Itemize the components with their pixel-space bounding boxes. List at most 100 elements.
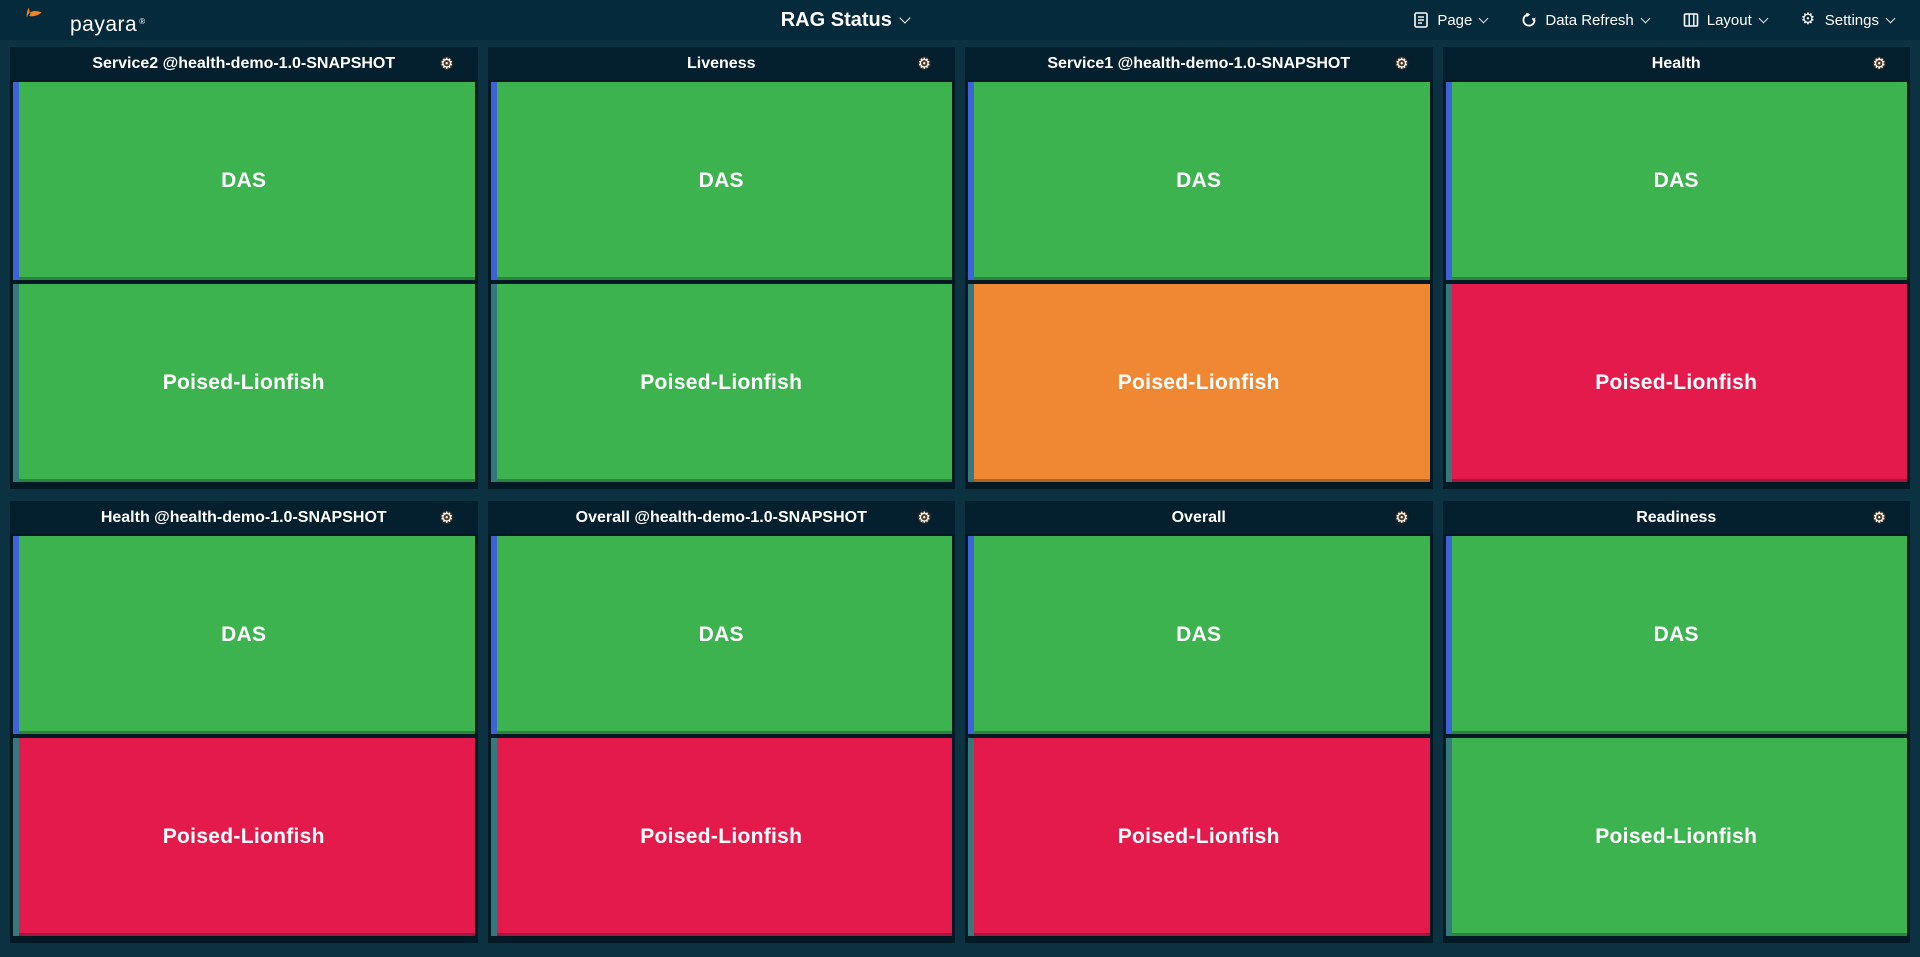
instance-accent-bar — [13, 82, 19, 280]
widget-header-drag-handle[interactable]: Overall @health-demo-1.0-SNAPSHOT ⚙ — [487, 501, 955, 534]
status-tile-das: DAS — [13, 82, 475, 280]
status-tile-label: Poised-Lionfish — [1595, 371, 1758, 394]
rag-widget-panel: Readiness ⚙ DAS Poised-Lionfish — [1442, 501, 1911, 943]
instance-accent-bar — [1445, 284, 1452, 482]
status-tile-das: DAS — [968, 82, 1430, 280]
menu-item-label: Page — [1437, 11, 1473, 29]
status-tile-das: DAS — [1445, 536, 1907, 734]
status-tile-label: DAS — [221, 169, 267, 192]
status-tile-label: Poised-Lionfish — [162, 371, 325, 394]
widget-title: Service2 @health-demo-1.0-SNAPSHOT — [92, 54, 396, 72]
rag-widget-panel: Health ⚙ DAS Poised-Lionfish — [1442, 47, 1910, 489]
page-title-dropdown[interactable]: RAG Status — [780, 8, 911, 32]
brand-registered-mark: ® — [139, 17, 146, 26]
instance-accent-bar — [1445, 536, 1452, 734]
widget-title: Health — [1651, 54, 1701, 72]
widget-title: Overall — [1171, 508, 1226, 526]
gear-icon[interactable]: ⚙ — [440, 55, 454, 72]
instance-accent-bar — [490, 536, 497, 734]
top-bar: payara ® RAG Status Page Data Refresh La… — [0, 0, 1920, 40]
rag-widget-panel: Service1 @health-demo-1.0-SNAPSHOT ⚙ DAS… — [965, 47, 1433, 489]
status-tile-label: DAS — [1653, 169, 1699, 192]
rag-widget-panel: Service2 @health-demo-1.0-SNAPSHOT ⚙ DAS… — [10, 47, 478, 489]
widget-header-drag-handle[interactable]: Service1 @health-demo-1.0-SNAPSHOT ⚙ — [965, 47, 1433, 80]
status-tile-das: DAS — [968, 536, 1430, 734]
status-tile-das: DAS — [490, 82, 952, 280]
status-tile-label: DAS — [1653, 623, 1699, 646]
widget-title: Service1 @health-demo-1.0-SNAPSHOT — [1047, 54, 1351, 72]
menu-item-settings[interactable]: ⚙ Settings — [1800, 11, 1896, 29]
page-title: RAG Status — [780, 8, 892, 31]
status-tile-label: Poised-Lionfish — [640, 371, 803, 394]
refresh-icon — [1521, 12, 1537, 28]
status-tile-das: DAS — [13, 536, 475, 734]
widget-title: Readiness — [1636, 508, 1717, 526]
widget-body: DAS Poised-Lionfish — [488, 534, 956, 943]
chevron-down-icon — [1478, 13, 1489, 23]
rag-widget-panel: Overall @health-demo-1.0-SNAPSHOT ⚙ DAS … — [487, 501, 956, 943]
instance-accent-bar — [968, 284, 974, 482]
layout-icon — [1683, 12, 1699, 28]
gear-icon[interactable]: ⚙ — [917, 55, 931, 72]
rag-widget-panel: Health @health-demo-1.0-SNAPSHOT ⚙ DAS P… — [10, 501, 478, 943]
instance-accent-bar — [490, 738, 497, 936]
gear-icon[interactable]: ⚙ — [1395, 55, 1409, 72]
widget-grid: Service2 @health-demo-1.0-SNAPSHOT ⚙ DAS… — [0, 40, 1920, 957]
chevron-down-icon — [1885, 13, 1896, 23]
widget-body: DAS Poised-Lionfish — [965, 80, 1433, 489]
instance-accent-bar — [968, 738, 974, 936]
widget-header-drag-handle[interactable]: Readiness ⚙ — [1442, 501, 1910, 534]
instance-accent-bar — [13, 536, 19, 734]
gear-icon[interactable]: ⚙ — [1872, 55, 1886, 72]
instance-accent-bar — [490, 284, 497, 482]
widget-header-drag-handle[interactable]: Liveness ⚙ — [487, 47, 955, 80]
instance-accent-bar — [968, 536, 974, 734]
status-tile-poised-lionfish: Poised-Lionfish — [490, 284, 952, 482]
status-tile-poised-lionfish: Poised-Lionfish — [968, 284, 1430, 482]
gear-icon[interactable]: ⚙ — [917, 509, 931, 526]
widget-body: DAS Poised-Lionfish — [488, 80, 956, 489]
gear-icon[interactable]: ⚙ — [1872, 509, 1886, 526]
status-tile-label: DAS — [221, 623, 267, 646]
widget-body: DAS Poised-Lionfish — [10, 80, 478, 489]
widget-header-drag-handle[interactable]: Health @health-demo-1.0-SNAPSHOT ⚙ — [10, 501, 478, 534]
widget-header-drag-handle[interactable]: Health ⚙ — [1442, 47, 1910, 80]
menu-item-label: Data Refresh — [1545, 11, 1634, 29]
widget-body: DAS Poised-Lionfish — [965, 534, 1433, 943]
payara-fish-icon — [26, 5, 68, 35]
status-tile-label: Poised-Lionfish — [1117, 825, 1280, 848]
gear-icon[interactable]: ⚙ — [440, 509, 454, 526]
widget-body: DAS Poised-Lionfish — [10, 534, 478, 943]
menu-item-label: Layout — [1706, 11, 1752, 29]
status-tile-das: DAS — [1445, 82, 1907, 280]
widget-title: Overall @health-demo-1.0-SNAPSHOT — [575, 508, 867, 526]
widget-body: DAS Poised-Lionfish — [1443, 534, 1911, 943]
menu-item-page[interactable]: Page — [1413, 11, 1489, 29]
widget-title: Health @health-demo-1.0-SNAPSHOT — [100, 508, 387, 526]
instance-accent-bar — [490, 82, 497, 280]
status-tile-label: DAS — [698, 623, 744, 646]
widget-header-drag-handle[interactable]: Overall ⚙ — [965, 501, 1433, 534]
menu-item-layout[interactable]: Layout — [1683, 11, 1769, 29]
chevron-down-icon — [1758, 13, 1769, 23]
instance-accent-bar — [968, 82, 974, 280]
instance-accent-bar — [13, 284, 19, 482]
widget-header-drag-handle[interactable]: Service2 @health-demo-1.0-SNAPSHOT ⚙ — [10, 47, 478, 80]
status-tile-poised-lionfish: Poised-Lionfish — [490, 738, 952, 936]
status-tile-label: Poised-Lionfish — [162, 825, 325, 848]
gear-icon[interactable]: ⚙ — [1395, 509, 1409, 526]
chevron-down-icon — [899, 12, 911, 24]
menu-item-data-refresh[interactable]: Data Refresh — [1521, 11, 1651, 29]
page-icon — [1413, 12, 1429, 28]
status-tile-label: Poised-Lionfish — [640, 825, 803, 848]
status-tile-label: DAS — [698, 169, 744, 192]
gear-icon: ⚙ — [1800, 11, 1816, 28]
rag-widget-panel: Liveness ⚙ DAS Poised-Lionfish — [487, 47, 956, 489]
status-tile-poised-lionfish: Poised-Lionfish — [1445, 738, 1907, 936]
rag-widget-panel: Overall ⚙ DAS Poised-Lionfish — [965, 501, 1433, 943]
instance-accent-bar — [1445, 82, 1452, 280]
status-tile-label: Poised-Lionfish — [1595, 825, 1758, 848]
status-tile-poised-lionfish: Poised-Lionfish — [1445, 284, 1907, 482]
chevron-down-icon — [1640, 13, 1651, 23]
status-tile-label: DAS — [1176, 169, 1222, 192]
